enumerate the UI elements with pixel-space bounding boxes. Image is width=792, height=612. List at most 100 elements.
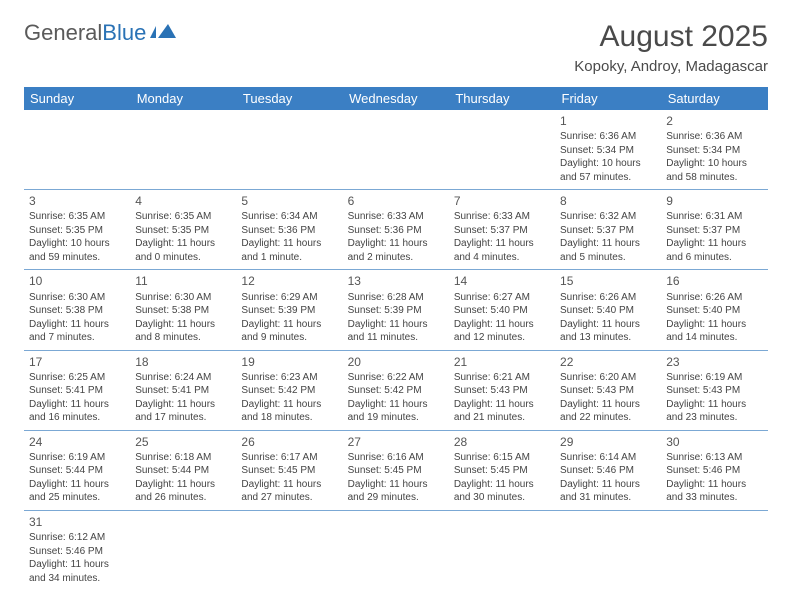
- day-number: 23: [666, 354, 762, 370]
- daylight-text: Daylight: 11 hours and 23 minutes.: [666, 398, 762, 425]
- daylight-text: Daylight: 11 hours and 2 minutes.: [348, 237, 444, 264]
- sunrise-text: Sunrise: 6:29 AM: [241, 291, 337, 305]
- daylight-text: Daylight: 11 hours and 8 minutes.: [135, 318, 231, 345]
- sunset-text: Sunset: 5:37 PM: [666, 224, 762, 238]
- calendar-table: SundayMondayTuesdayWednesdayThursdayFrid…: [24, 87, 768, 590]
- day-number: 27: [348, 434, 444, 450]
- day-number: 31: [29, 514, 125, 530]
- daylight-text: Daylight: 11 hours and 6 minutes.: [666, 237, 762, 264]
- sunrise-text: Sunrise: 6:26 AM: [666, 291, 762, 305]
- daylight-text: Daylight: 11 hours and 17 minutes.: [135, 398, 231, 425]
- logo: GeneralBlue: [24, 20, 176, 46]
- daylight-text: Daylight: 10 hours and 57 minutes.: [560, 157, 656, 184]
- sunrise-text: Sunrise: 6:24 AM: [135, 371, 231, 385]
- calendar-cell: 2Sunrise: 6:36 AMSunset: 5:34 PMDaylight…: [661, 110, 767, 190]
- sunrise-text: Sunrise: 6:30 AM: [29, 291, 125, 305]
- calendar-cell: [661, 510, 767, 590]
- calendar-row: 31Sunrise: 6:12 AMSunset: 5:46 PMDayligh…: [24, 510, 768, 590]
- calendar-cell: [236, 510, 342, 590]
- sunset-text: Sunset: 5:35 PM: [29, 224, 125, 238]
- sunrise-text: Sunrise: 6:32 AM: [560, 210, 656, 224]
- sunrise-text: Sunrise: 6:31 AM: [666, 210, 762, 224]
- sunrise-text: Sunrise: 6:22 AM: [348, 371, 444, 385]
- sunrise-text: Sunrise: 6:20 AM: [560, 371, 656, 385]
- sunset-text: Sunset: 5:34 PM: [560, 144, 656, 158]
- daylight-text: Daylight: 11 hours and 19 minutes.: [348, 398, 444, 425]
- daylight-text: Daylight: 11 hours and 7 minutes.: [29, 318, 125, 345]
- weekday-header: Thursday: [449, 87, 555, 110]
- weekday-header: Wednesday: [343, 87, 449, 110]
- location: Kopoky, Androy, Madagascar: [574, 58, 768, 75]
- sunset-text: Sunset: 5:46 PM: [560, 464, 656, 478]
- day-number: 21: [454, 354, 550, 370]
- sunset-text: Sunset: 5:36 PM: [348, 224, 444, 238]
- calendar-cell: [130, 510, 236, 590]
- sunset-text: Sunset: 5:43 PM: [666, 384, 762, 398]
- calendar-cell: 31Sunrise: 6:12 AMSunset: 5:46 PMDayligh…: [24, 510, 130, 590]
- daylight-text: Daylight: 11 hours and 4 minutes.: [454, 237, 550, 264]
- sunset-text: Sunset: 5:44 PM: [135, 464, 231, 478]
- sunrise-text: Sunrise: 6:33 AM: [454, 210, 550, 224]
- sunset-text: Sunset: 5:42 PM: [348, 384, 444, 398]
- daylight-text: Daylight: 10 hours and 59 minutes.: [29, 237, 125, 264]
- daylight-text: Daylight: 11 hours and 11 minutes.: [348, 318, 444, 345]
- calendar-row: 10Sunrise: 6:30 AMSunset: 5:38 PMDayligh…: [24, 270, 768, 350]
- calendar-cell: 18Sunrise: 6:24 AMSunset: 5:41 PMDayligh…: [130, 350, 236, 430]
- sunrise-text: Sunrise: 6:30 AM: [135, 291, 231, 305]
- sunrise-text: Sunrise: 6:15 AM: [454, 451, 550, 465]
- daylight-text: Daylight: 10 hours and 58 minutes.: [666, 157, 762, 184]
- daylight-text: Daylight: 11 hours and 31 minutes.: [560, 478, 656, 505]
- sunrise-text: Sunrise: 6:23 AM: [241, 371, 337, 385]
- day-number: 8: [560, 193, 656, 209]
- sunrise-text: Sunrise: 6:19 AM: [666, 371, 762, 385]
- daylight-text: Daylight: 11 hours and 0 minutes.: [135, 237, 231, 264]
- calendar-row: 24Sunrise: 6:19 AMSunset: 5:44 PMDayligh…: [24, 430, 768, 510]
- sunset-text: Sunset: 5:40 PM: [560, 304, 656, 318]
- sunrise-text: Sunrise: 6:16 AM: [348, 451, 444, 465]
- calendar-cell: 29Sunrise: 6:14 AMSunset: 5:46 PMDayligh…: [555, 430, 661, 510]
- logo-blue: Blue: [102, 20, 146, 46]
- daylight-text: Daylight: 11 hours and 5 minutes.: [560, 237, 656, 264]
- daylight-text: Daylight: 11 hours and 12 minutes.: [454, 318, 550, 345]
- calendar-cell: 15Sunrise: 6:26 AMSunset: 5:40 PMDayligh…: [555, 270, 661, 350]
- sunrise-text: Sunrise: 6:34 AM: [241, 210, 337, 224]
- daylight-text: Daylight: 11 hours and 18 minutes.: [241, 398, 337, 425]
- calendar-cell: 30Sunrise: 6:13 AMSunset: 5:46 PMDayligh…: [661, 430, 767, 510]
- month-title: August 2025: [574, 20, 768, 54]
- sunset-text: Sunset: 5:38 PM: [135, 304, 231, 318]
- sunrise-text: Sunrise: 6:26 AM: [560, 291, 656, 305]
- calendar-cell: 3Sunrise: 6:35 AMSunset: 5:35 PMDaylight…: [24, 190, 130, 270]
- daylight-text: Daylight: 11 hours and 21 minutes.: [454, 398, 550, 425]
- calendar-cell: 23Sunrise: 6:19 AMSunset: 5:43 PMDayligh…: [661, 350, 767, 430]
- daylight-text: Daylight: 11 hours and 34 minutes.: [29, 558, 125, 585]
- sunset-text: Sunset: 5:44 PM: [29, 464, 125, 478]
- sunset-text: Sunset: 5:35 PM: [135, 224, 231, 238]
- day-number: 13: [348, 273, 444, 289]
- day-number: 29: [560, 434, 656, 450]
- sunrise-text: Sunrise: 6:17 AM: [241, 451, 337, 465]
- sunset-text: Sunset: 5:42 PM: [241, 384, 337, 398]
- calendar-cell: 26Sunrise: 6:17 AMSunset: 5:45 PMDayligh…: [236, 430, 342, 510]
- calendar-cell: 22Sunrise: 6:20 AMSunset: 5:43 PMDayligh…: [555, 350, 661, 430]
- day-number: 19: [241, 354, 337, 370]
- sunset-text: Sunset: 5:46 PM: [666, 464, 762, 478]
- day-number: 7: [454, 193, 550, 209]
- calendar-cell: [449, 110, 555, 190]
- sunrise-text: Sunrise: 6:35 AM: [135, 210, 231, 224]
- sunrise-text: Sunrise: 6:12 AM: [29, 531, 125, 545]
- sunset-text: Sunset: 5:41 PM: [29, 384, 125, 398]
- sunset-text: Sunset: 5:37 PM: [560, 224, 656, 238]
- calendar-cell: 5Sunrise: 6:34 AMSunset: 5:36 PMDaylight…: [236, 190, 342, 270]
- day-number: 24: [29, 434, 125, 450]
- calendar-cell: 11Sunrise: 6:30 AMSunset: 5:38 PMDayligh…: [130, 270, 236, 350]
- sunset-text: Sunset: 5:34 PM: [666, 144, 762, 158]
- day-number: 26: [241, 434, 337, 450]
- calendar-cell: 16Sunrise: 6:26 AMSunset: 5:40 PMDayligh…: [661, 270, 767, 350]
- calendar-cell: 13Sunrise: 6:28 AMSunset: 5:39 PMDayligh…: [343, 270, 449, 350]
- calendar-cell: 10Sunrise: 6:30 AMSunset: 5:38 PMDayligh…: [24, 270, 130, 350]
- daylight-text: Daylight: 11 hours and 1 minute.: [241, 237, 337, 264]
- calendar-cell: 17Sunrise: 6:25 AMSunset: 5:41 PMDayligh…: [24, 350, 130, 430]
- sunrise-text: Sunrise: 6:14 AM: [560, 451, 656, 465]
- calendar-cell: 1Sunrise: 6:36 AMSunset: 5:34 PMDaylight…: [555, 110, 661, 190]
- calendar-cell: 14Sunrise: 6:27 AMSunset: 5:40 PMDayligh…: [449, 270, 555, 350]
